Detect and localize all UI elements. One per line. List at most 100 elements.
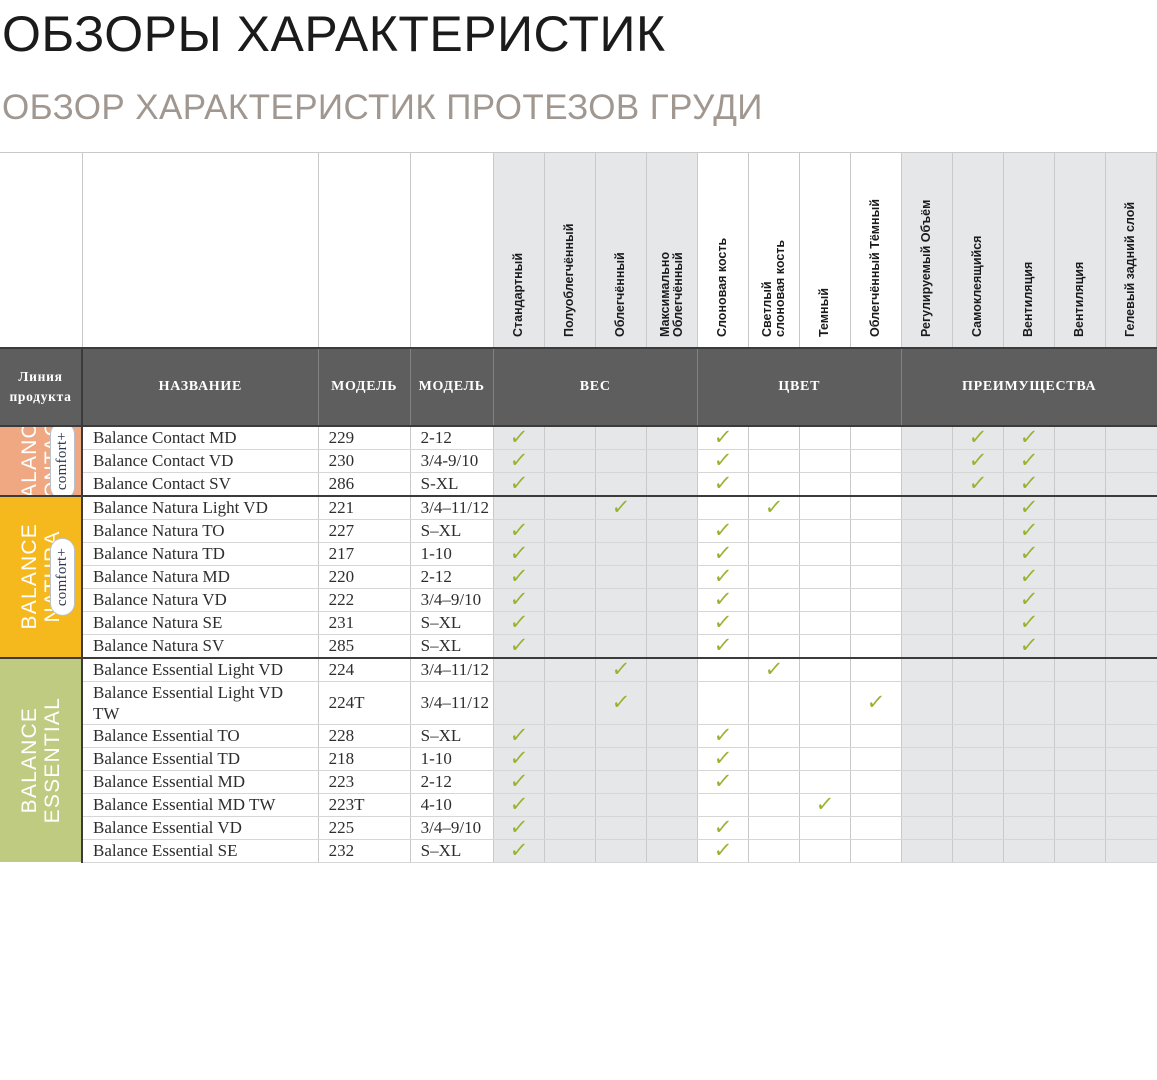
model-size-cell: 2-12: [410, 424, 494, 450]
feature-cell-3: [646, 747, 698, 771]
group-header-6: ПРЕИМУЩЕСТВА: [901, 346, 1157, 426]
check-icon: ✓: [1018, 494, 1040, 519]
feature-cell-3: [646, 656, 698, 682]
feature-cell-7: [850, 724, 902, 748]
feature-cell-10: ✓: [1003, 564, 1055, 589]
product-name-cell: Balance Contact VD: [82, 449, 319, 473]
check-icon: ✓: [1018, 517, 1040, 542]
feature-cell-6: ✓: [799, 792, 851, 817]
feature-cell-8: [901, 816, 953, 840]
feature-cell-8: [901, 681, 953, 725]
product-name-cell: Balance Natura MD: [82, 565, 319, 589]
attribute-header-label: Вентиляция: [1072, 261, 1087, 337]
feature-cell-5: [748, 424, 800, 450]
feature-cell-7: [850, 519, 902, 543]
check-icon: ✓: [508, 563, 530, 588]
feature-cell-1: [544, 724, 596, 748]
feature-cell-6: [799, 494, 851, 520]
feature-cell-10: [1003, 793, 1055, 817]
feature-cell-7: ✓: [850, 681, 902, 725]
check-icon: ✓: [712, 424, 734, 449]
feature-cell-11: [1054, 681, 1106, 725]
feature-cell-9: ✓: [952, 424, 1004, 450]
feature-cell-5: [748, 588, 800, 612]
feature-cell-10: [1003, 770, 1055, 794]
product-name-cell: Balance Essential TD: [82, 747, 319, 771]
feature-cell-2: [595, 611, 647, 635]
feature-cell-3: [646, 449, 698, 473]
check-icon: ✓: [508, 791, 530, 816]
feature-cell-10: [1003, 839, 1055, 863]
table-row: Balance Contact SV 286 S-XL ✓ ✓ ✓ ✓: [0, 470, 1157, 496]
attribute-header-label: Облегчённый Тёмный: [868, 198, 883, 337]
feature-cell-1: [544, 449, 596, 473]
check-icon: ✓: [865, 689, 887, 714]
feature-cell-0: ✓: [493, 563, 545, 589]
feature-cell-0: ✓: [493, 471, 545, 496]
check-icon: ✓: [508, 424, 530, 449]
feature-cell-7: [850, 793, 902, 817]
attribute-header-10: Вентиляция: [1003, 152, 1055, 348]
feature-cell-4: [697, 793, 749, 817]
vertical-header-row: Стандартный Полуоблегчённый Облегчённый Мак…: [0, 152, 1157, 348]
feature-cell-7: [850, 634, 902, 658]
feature-cell-9: [952, 565, 1004, 589]
feature-cell-0: [493, 656, 545, 682]
feature-cell-5: [748, 565, 800, 589]
check-icon: ✓: [967, 424, 989, 449]
check-icon: ✓: [712, 563, 734, 588]
table-row: Balance Essential MD 223 2-12 ✓ ✓: [0, 768, 1157, 794]
feature-cell-11: [1054, 770, 1106, 794]
feature-cell-5: [748, 472, 800, 496]
check-icon: ✓: [712, 470, 734, 495]
check-icon: ✓: [508, 609, 530, 634]
feature-cell-4: ✓: [697, 541, 749, 566]
feature-cell-11: [1054, 542, 1106, 566]
table-row: Balance Essential SE 232 S–XL ✓ ✓: [0, 838, 1157, 863]
feature-cell-4: ✓: [697, 470, 749, 496]
feature-cell-6: [799, 816, 851, 840]
feature-cell-4: ✓: [697, 633, 749, 658]
feature-cell-0: ✓: [493, 424, 545, 450]
model-size-cell: 2-12: [410, 565, 494, 589]
feature-cell-3: [646, 588, 698, 612]
feature-cell-4: ✓: [697, 723, 749, 748]
model-size-cell: 1-10: [410, 747, 494, 771]
feature-cell-5: [748, 449, 800, 473]
attribute-header-label: Максимально Облегчённый: [657, 251, 685, 337]
check-icon: ✓: [508, 722, 530, 747]
check-icon: ✓: [508, 517, 530, 542]
model-code-cell: 286: [318, 472, 411, 496]
group-header-0: Линия продукта: [0, 346, 84, 426]
feature-cell-1: [544, 565, 596, 589]
check-icon: ✓: [1018, 447, 1040, 472]
attribute-header-7: Облегчённый Тёмный: [850, 152, 902, 348]
feature-cell-0: ✓: [493, 815, 545, 840]
feature-cell-12: [1105, 770, 1157, 794]
feature-cell-5: ✓: [748, 657, 800, 682]
feature-cell-4: ✓: [697, 746, 749, 771]
attribute-header-label: Облегчённый: [613, 251, 628, 337]
feature-cell-4: ✓: [697, 768, 749, 794]
check-icon: ✓: [610, 656, 632, 681]
attribute-header-label: Темный: [817, 287, 832, 337]
feature-cell-0: ✓: [493, 633, 545, 658]
feature-cell-2: [595, 747, 647, 771]
feature-cell-9: [952, 519, 1004, 543]
group-header-2: МОДЕЛЬ: [318, 346, 411, 426]
feature-cell-8: [901, 542, 953, 566]
attribute-header-label: Полуоблегчённый: [562, 223, 577, 337]
feature-cell-10: ✓: [1003, 517, 1055, 543]
feature-cell-0: ✓: [493, 746, 545, 771]
check-icon: ✓: [508, 586, 530, 611]
product-name-cell: Balance Natura SV: [82, 634, 319, 658]
feature-cell-8: [901, 634, 953, 658]
feature-cell-9: [952, 588, 1004, 612]
check-icon: ✓: [712, 768, 734, 793]
model-size-cell: 3/4–9/10: [410, 588, 494, 612]
feature-cell-1: [544, 588, 596, 612]
feature-cell-10: ✓: [1003, 541, 1055, 566]
feature-cell-0: ✓: [493, 586, 545, 612]
table-row: Balance Essential TD 218 1-10 ✓ ✓: [0, 746, 1157, 771]
feature-cell-9: [952, 770, 1004, 794]
